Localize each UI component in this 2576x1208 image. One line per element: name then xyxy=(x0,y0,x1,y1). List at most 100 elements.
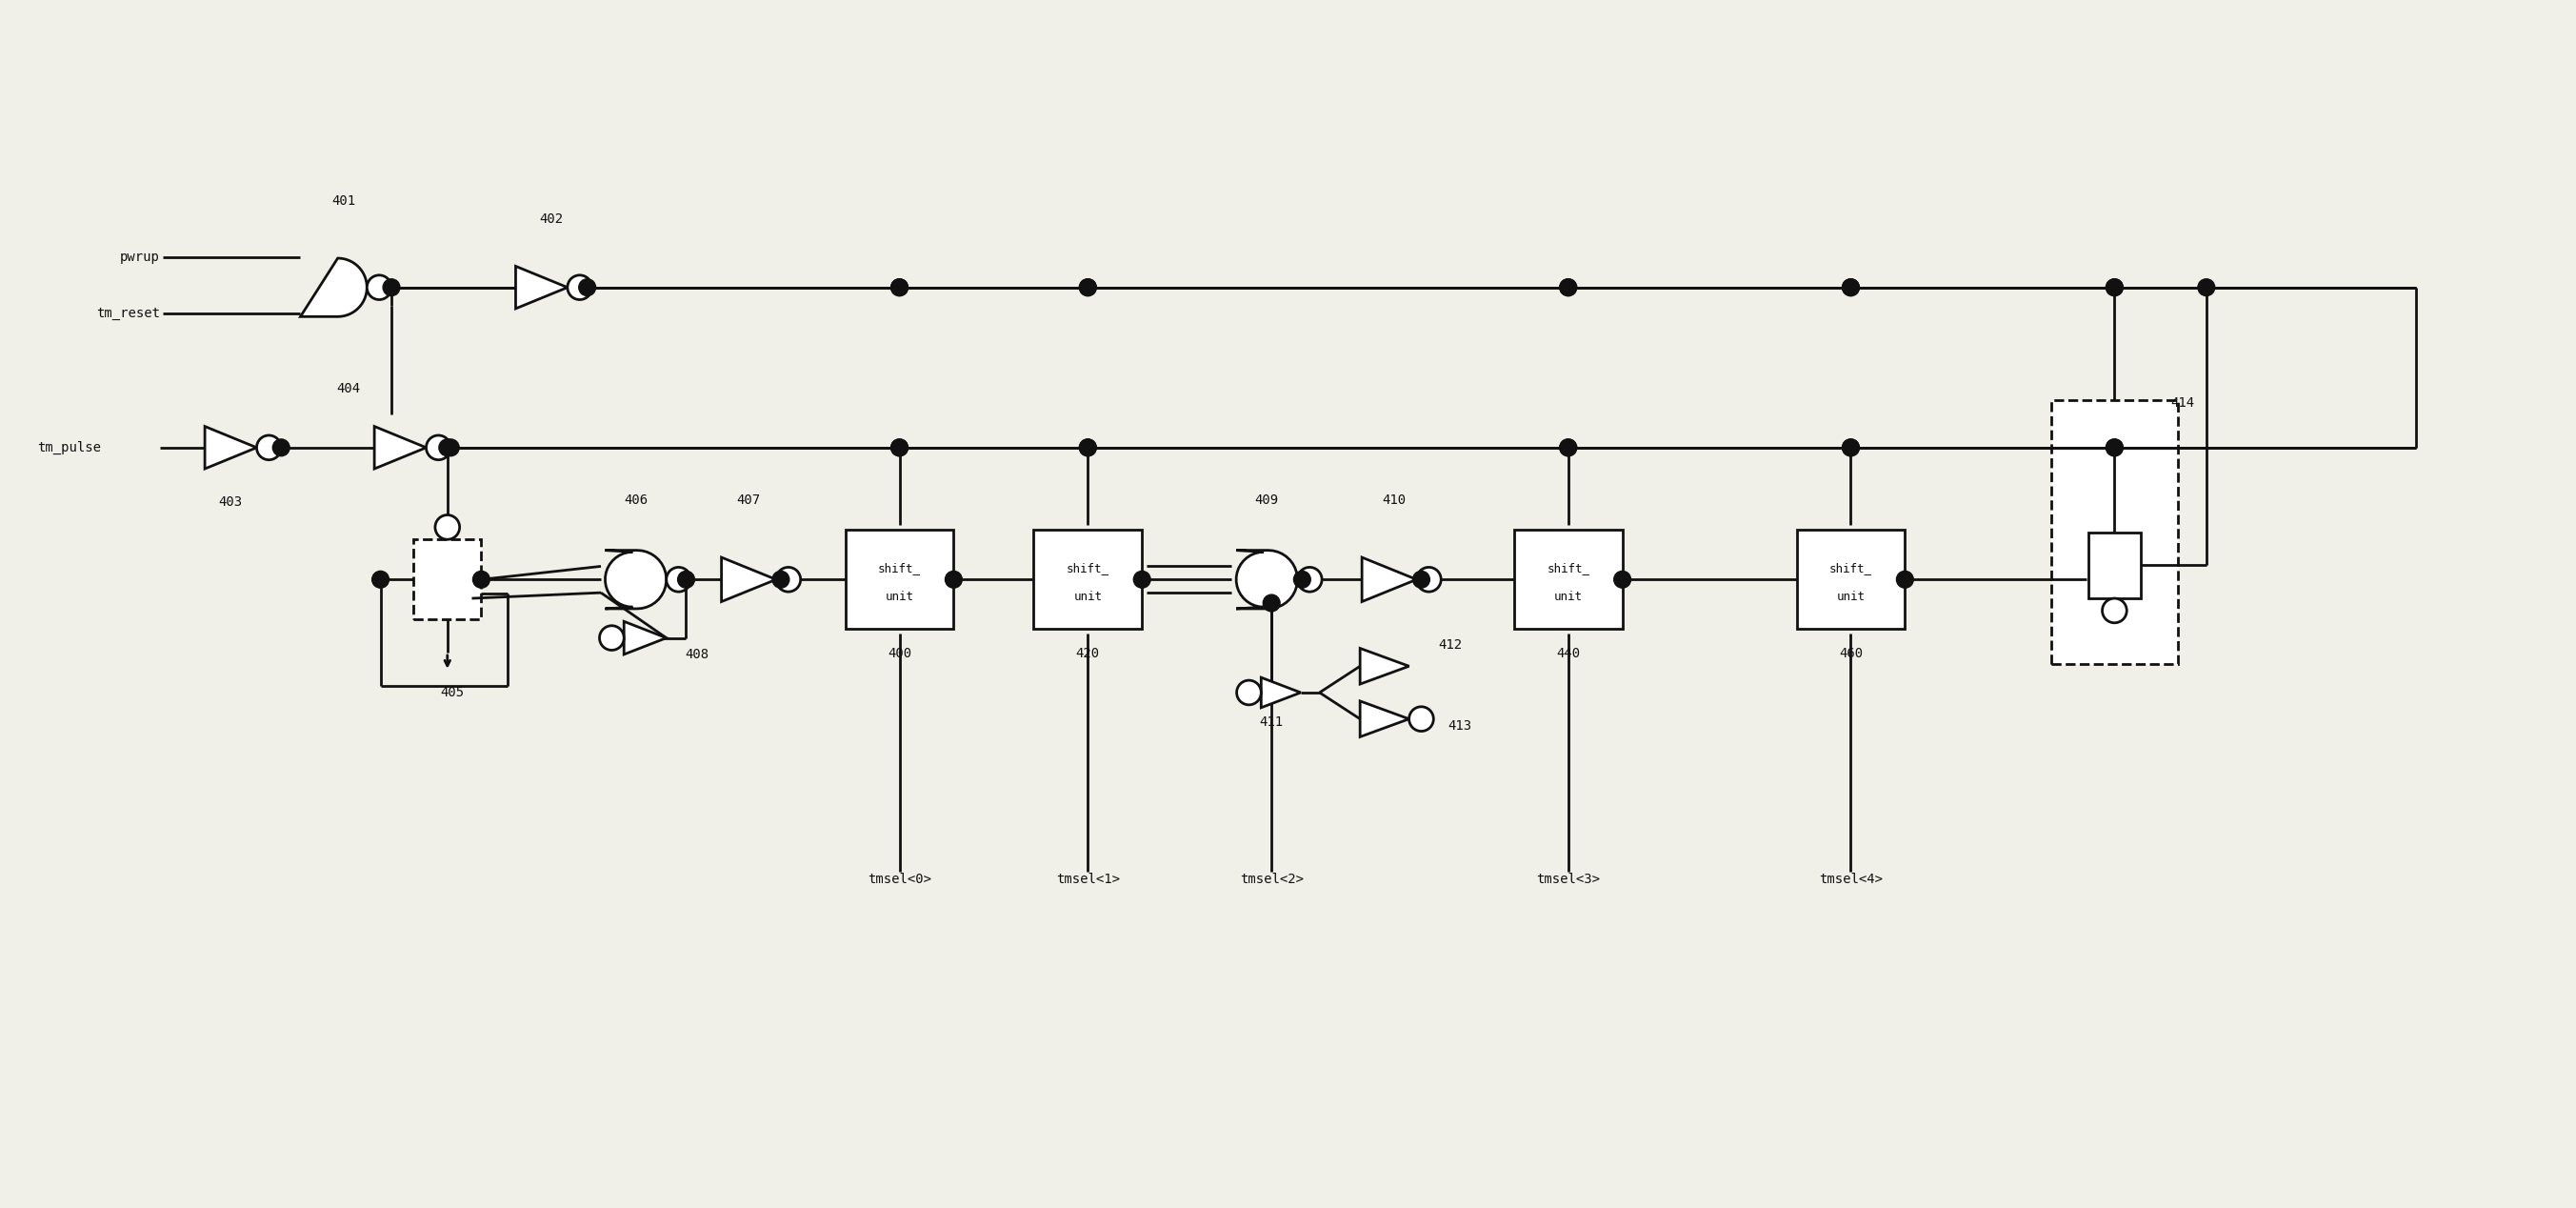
Text: tmsel<1>: tmsel<1> xyxy=(1056,872,1121,885)
Text: shift_: shift_ xyxy=(1829,562,1873,574)
Text: shift_: shift_ xyxy=(1066,562,1110,574)
Circle shape xyxy=(891,439,907,457)
Text: tmsel<0>: tmsel<0> xyxy=(868,872,933,885)
Polygon shape xyxy=(605,551,667,609)
Circle shape xyxy=(1412,571,1430,588)
Circle shape xyxy=(677,571,696,588)
Circle shape xyxy=(1842,439,1860,457)
Circle shape xyxy=(273,439,289,457)
Circle shape xyxy=(384,279,399,296)
Polygon shape xyxy=(206,426,258,469)
Circle shape xyxy=(1236,680,1262,704)
Circle shape xyxy=(1298,568,1321,592)
Text: 407: 407 xyxy=(737,494,760,507)
Bar xyxy=(1033,530,1141,629)
Circle shape xyxy=(1558,439,1577,457)
Text: 400: 400 xyxy=(889,646,912,660)
Circle shape xyxy=(1615,571,1631,588)
Polygon shape xyxy=(374,426,425,469)
Text: 401: 401 xyxy=(332,194,355,208)
Text: tmsel<4>: tmsel<4> xyxy=(1819,872,1883,885)
Text: tm_pulse: tm_pulse xyxy=(39,441,100,454)
Text: unit: unit xyxy=(1074,591,1103,603)
Text: 406: 406 xyxy=(623,494,647,507)
Polygon shape xyxy=(301,259,366,316)
Circle shape xyxy=(1417,568,1440,592)
Text: unit: unit xyxy=(886,591,914,603)
Circle shape xyxy=(1558,279,1577,296)
Text: 412: 412 xyxy=(1437,639,1463,652)
Circle shape xyxy=(600,626,623,650)
Circle shape xyxy=(474,571,489,588)
Bar xyxy=(845,530,953,629)
Circle shape xyxy=(1079,279,1097,296)
Text: tm_reset: tm_reset xyxy=(95,307,160,320)
Bar xyxy=(1795,530,1904,629)
Text: shift_: shift_ xyxy=(1546,562,1589,574)
Bar xyxy=(1515,530,1623,629)
Text: 403: 403 xyxy=(219,495,242,509)
Text: 409: 409 xyxy=(1255,494,1278,507)
Circle shape xyxy=(2102,598,2128,623)
Text: 440: 440 xyxy=(1556,646,1579,660)
Polygon shape xyxy=(721,557,775,602)
Text: 411: 411 xyxy=(1260,715,1283,728)
Circle shape xyxy=(773,571,788,588)
Circle shape xyxy=(443,439,459,457)
Polygon shape xyxy=(1360,649,1409,684)
Text: unit: unit xyxy=(1837,591,1865,603)
Text: 402: 402 xyxy=(538,213,564,226)
Circle shape xyxy=(775,568,801,592)
Text: tmsel<3>: tmsel<3> xyxy=(1535,872,1600,885)
Text: pwrup: pwrup xyxy=(121,250,160,263)
Text: 413: 413 xyxy=(1448,720,1471,733)
Circle shape xyxy=(2107,439,2123,457)
Circle shape xyxy=(1262,594,1280,611)
Circle shape xyxy=(667,568,690,592)
Circle shape xyxy=(1079,439,1097,457)
Circle shape xyxy=(1409,707,1432,731)
Text: unit: unit xyxy=(1553,591,1582,603)
Circle shape xyxy=(1842,439,1860,457)
Circle shape xyxy=(1558,279,1577,296)
Text: 405: 405 xyxy=(440,686,464,699)
Circle shape xyxy=(1842,279,1860,296)
Circle shape xyxy=(891,439,907,457)
Text: 460: 460 xyxy=(1839,646,1862,660)
Circle shape xyxy=(891,279,907,296)
Circle shape xyxy=(366,275,392,300)
Text: shift_: shift_ xyxy=(878,562,920,574)
Circle shape xyxy=(1842,279,1860,296)
Polygon shape xyxy=(623,621,667,655)
Circle shape xyxy=(1896,571,1914,588)
Polygon shape xyxy=(1363,557,1417,602)
Text: 410: 410 xyxy=(1381,494,1406,507)
Circle shape xyxy=(2107,279,2123,296)
Text: 408: 408 xyxy=(685,649,708,662)
Circle shape xyxy=(1558,439,1577,457)
Bar xyxy=(2089,533,2141,598)
Circle shape xyxy=(2197,279,2215,296)
Polygon shape xyxy=(1360,701,1409,737)
Circle shape xyxy=(425,435,451,460)
Polygon shape xyxy=(1262,678,1301,708)
Circle shape xyxy=(945,571,961,588)
Circle shape xyxy=(580,279,595,296)
Bar xyxy=(415,540,482,620)
Circle shape xyxy=(567,275,592,300)
Circle shape xyxy=(891,279,907,296)
Text: 404: 404 xyxy=(337,383,361,396)
Circle shape xyxy=(2107,279,2123,296)
Text: tmsel<2>: tmsel<2> xyxy=(1239,872,1303,885)
Text: 420: 420 xyxy=(1077,646,1100,660)
Circle shape xyxy=(2107,439,2123,457)
Text: 414: 414 xyxy=(2172,396,2195,410)
Circle shape xyxy=(1293,571,1311,588)
Bar xyxy=(2050,401,2179,664)
Circle shape xyxy=(1079,279,1097,296)
Polygon shape xyxy=(515,266,567,308)
Circle shape xyxy=(435,515,459,540)
Polygon shape xyxy=(1236,551,1298,609)
Circle shape xyxy=(1079,439,1097,457)
Circle shape xyxy=(1133,571,1151,588)
